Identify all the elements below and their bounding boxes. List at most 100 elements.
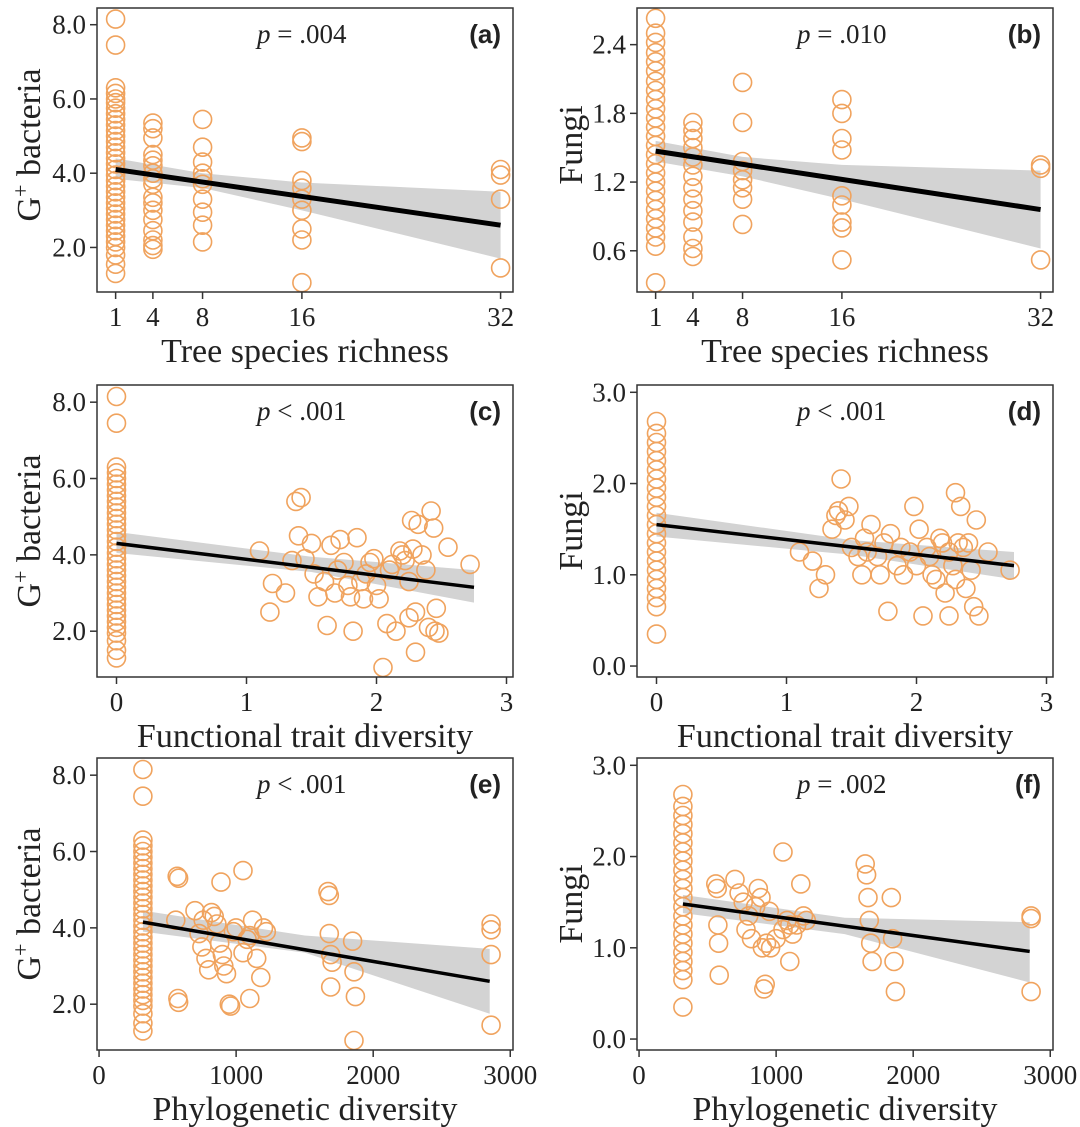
data-point bbox=[822, 519, 842, 540]
y-tick-label: 1.0 bbox=[592, 933, 626, 963]
data-point bbox=[832, 212, 852, 232]
data-point bbox=[909, 519, 929, 540]
data-point bbox=[105, 154, 126, 174]
confidence-band bbox=[682, 894, 1030, 983]
data-point bbox=[106, 617, 127, 638]
data-point bbox=[815, 564, 836, 585]
data-point bbox=[882, 928, 903, 949]
plot-frame bbox=[636, 757, 1054, 1051]
data-point bbox=[645, 61, 666, 81]
data-point bbox=[105, 143, 126, 163]
data-point bbox=[1021, 981, 1041, 1002]
y-axis-title: Fungi bbox=[553, 105, 590, 184]
x-tick-label: 1 bbox=[240, 687, 254, 717]
data-point bbox=[399, 607, 419, 628]
data-point bbox=[755, 974, 776, 995]
y-axis-title-main: Fungi bbox=[553, 491, 590, 570]
x-tick-label: 0 bbox=[110, 687, 124, 717]
y-axis-title-superscript: + bbox=[8, 185, 33, 197]
data-point bbox=[950, 496, 971, 517]
data-point bbox=[105, 263, 126, 284]
panel-label: (f) bbox=[1015, 769, 1041, 799]
data-point bbox=[342, 931, 363, 952]
data-point bbox=[709, 965, 730, 986]
data-point bbox=[364, 548, 384, 569]
data-point bbox=[192, 152, 213, 172]
data-point bbox=[369, 588, 389, 609]
data-point bbox=[832, 195, 852, 215]
data-point bbox=[673, 784, 693, 805]
data-point bbox=[789, 542, 810, 562]
data-point bbox=[732, 72, 753, 93]
p-symbol: p bbox=[255, 769, 271, 799]
data-point bbox=[106, 386, 127, 407]
panel-label: (a) bbox=[469, 19, 501, 49]
data-point bbox=[683, 238, 703, 259]
data-point bbox=[214, 956, 234, 976]
data-point bbox=[192, 937, 212, 957]
data-point bbox=[855, 854, 876, 874]
data-point bbox=[782, 924, 803, 944]
data-point bbox=[192, 109, 213, 130]
y-tick-label: 3.0 bbox=[592, 750, 626, 780]
data-point bbox=[906, 555, 927, 576]
plot-frame bbox=[636, 384, 1054, 678]
p-value: = .010 bbox=[811, 19, 887, 49]
data-point bbox=[192, 202, 213, 222]
data-point bbox=[133, 1013, 153, 1034]
data-point bbox=[862, 951, 882, 972]
data-point bbox=[143, 193, 163, 213]
fit-line bbox=[142, 920, 490, 984]
data-point bbox=[106, 413, 127, 434]
data-point bbox=[105, 220, 126, 241]
data-point bbox=[192, 137, 213, 157]
data-point bbox=[344, 961, 364, 982]
data-point bbox=[212, 944, 233, 965]
data-point bbox=[220, 996, 241, 1016]
data-point bbox=[832, 186, 852, 206]
data-point bbox=[216, 963, 237, 984]
data-point bbox=[330, 529, 350, 550]
data-point bbox=[105, 237, 126, 258]
plot-frame bbox=[96, 757, 514, 1051]
data-point bbox=[345, 986, 366, 1007]
data-point bbox=[143, 200, 163, 221]
data-point bbox=[105, 193, 126, 213]
data-point bbox=[133, 961, 153, 982]
data-point bbox=[646, 624, 667, 644]
data-point bbox=[133, 864, 153, 885]
data-point bbox=[105, 115, 126, 135]
fit-line bbox=[655, 148, 1041, 213]
data-point bbox=[438, 537, 458, 558]
data-point bbox=[958, 533, 979, 553]
y-tick-label: 1.2 bbox=[592, 167, 626, 197]
data-point bbox=[133, 916, 153, 936]
data-point bbox=[292, 230, 312, 250]
data-point bbox=[133, 1021, 153, 1041]
fit-line bbox=[656, 522, 1015, 568]
data-point bbox=[826, 505, 846, 526]
data-point bbox=[732, 112, 753, 133]
y-axis-title-rest: bacteria bbox=[11, 827, 48, 943]
x-tick-label: 1 bbox=[109, 302, 123, 332]
data-point bbox=[832, 140, 852, 160]
data-point bbox=[832, 103, 852, 124]
data-point bbox=[105, 176, 126, 196]
data-point bbox=[390, 541, 410, 561]
data-point bbox=[460, 554, 480, 575]
y-tick-label: 3.0 bbox=[592, 377, 626, 407]
data-point bbox=[105, 9, 126, 29]
y-tick-label: 6.0 bbox=[52, 84, 86, 114]
p-value-annotation: p = .002 bbox=[795, 769, 886, 799]
data-point bbox=[317, 615, 337, 636]
data-point bbox=[945, 569, 966, 590]
y-axis-title-main: Fungi bbox=[553, 105, 590, 184]
x-tick-label: 2 bbox=[910, 687, 924, 717]
data-point bbox=[646, 411, 667, 432]
data-point bbox=[773, 842, 793, 862]
data-point bbox=[891, 537, 911, 558]
y-tick-label: 4.0 bbox=[52, 158, 86, 188]
data-point bbox=[168, 868, 189, 889]
data-point bbox=[233, 942, 253, 963]
data-point bbox=[105, 232, 126, 252]
